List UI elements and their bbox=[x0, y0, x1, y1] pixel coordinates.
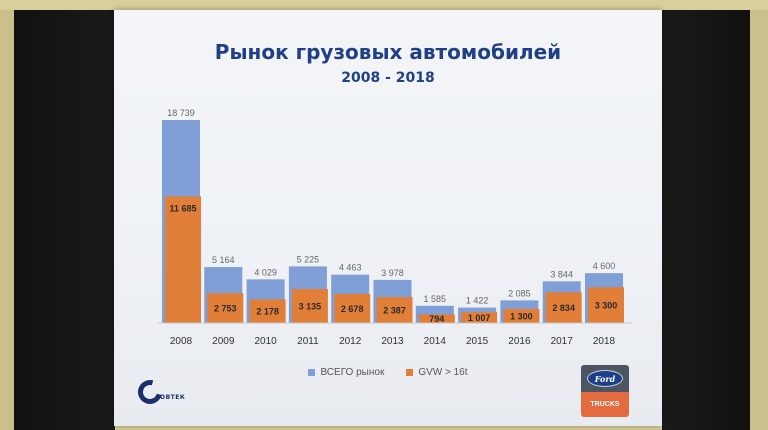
data-label-total-2008: 18 739 bbox=[167, 108, 195, 118]
data-label-gvw-2017: 2 834 bbox=[552, 303, 575, 313]
legend-swatch-total bbox=[308, 369, 316, 376]
legend-label-total: ВСЕГО рынок bbox=[320, 367, 385, 378]
logo-mark-icon bbox=[133, 375, 167, 409]
data-label-total-2017: 3 844 bbox=[550, 269, 573, 279]
data-label-total-2015: 1 422 bbox=[466, 296, 489, 306]
bar-gvw-2008 bbox=[165, 196, 201, 323]
data-label-gvw-2009: 2 753 bbox=[214, 304, 237, 314]
slide-subtitle: 2008 - 2018 bbox=[341, 70, 435, 86]
bar-gvw-2009 bbox=[207, 293, 244, 323]
bar-gvw-2016 bbox=[503, 308, 540, 323]
data-label-gvw-2015: 1 007 bbox=[468, 313, 491, 323]
data-label-total-2016: 2 085 bbox=[508, 288, 531, 298]
screen-frame-left bbox=[0, 0, 115, 430]
presentation-slide: Рынок грузовых автомобилей 2008 - 2018 1… bbox=[114, 10, 662, 426]
bar-gvw-2017 bbox=[545, 292, 582, 323]
data-label-gvw-2011: 3 135 bbox=[299, 302, 322, 312]
screen-frame-right bbox=[662, 0, 768, 430]
bar-gvw-2010 bbox=[249, 299, 286, 323]
data-label-gvw-2014: 794 bbox=[429, 314, 444, 324]
x-tick-label-2012: 2012 bbox=[339, 336, 362, 347]
x-tick-label-2014: 2014 bbox=[424, 336, 447, 347]
data-label-total-2012: 4 463 bbox=[339, 263, 362, 273]
bar-chart: 18 739 11 685 2008 5 164 2 753 2009 4 029 2 178… bbox=[158, 108, 632, 347]
data-label-total-2014: 1 585 bbox=[424, 294, 447, 304]
bar-gvw-2018 bbox=[588, 287, 624, 323]
company-logo-text: ОВТЕК bbox=[160, 394, 186, 401]
legend-swatch-gvw bbox=[406, 369, 414, 376]
x-tick-label-2017: 2017 bbox=[551, 336, 574, 347]
data-label-gvw-2010: 2 178 bbox=[256, 307, 279, 317]
x-tick-label-2018: 2018 bbox=[593, 336, 616, 347]
bar-gvw-2011 bbox=[291, 289, 328, 323]
data-label-total-2018: 4 600 bbox=[593, 261, 616, 271]
x-tick-label-2009: 2009 bbox=[212, 336, 235, 347]
x-tick-label-2008: 2008 bbox=[170, 336, 193, 347]
ford-oval-icon: Ford bbox=[587, 370, 623, 387]
x-tick-label-2013: 2013 bbox=[381, 336, 404, 347]
bar-gvw-2015 bbox=[461, 312, 498, 323]
chart-legend: ВСЕГО рынок GVW > 16t bbox=[114, 367, 662, 378]
company-logo: ОВТЕК bbox=[133, 375, 206, 414]
data-label-total-2010: 4 029 bbox=[254, 267, 277, 277]
data-label-total-2009: 5 164 bbox=[212, 255, 235, 265]
data-label-gvw-2008: 11 685 bbox=[169, 203, 196, 213]
ford-trucks-logo: Ford TRUCKS bbox=[581, 365, 629, 417]
data-label-gvw-2018: 3 300 bbox=[595, 301, 618, 311]
legend-label-gvw: GVW > 16t bbox=[418, 367, 468, 378]
legend-item-total: ВСЕГО рынок bbox=[308, 367, 384, 378]
x-tick-label-2015: 2015 bbox=[466, 336, 489, 347]
x-tick-label-2010: 2010 bbox=[254, 336, 277, 347]
data-label-gvw-2013: 2 387 bbox=[383, 306, 406, 316]
data-label-gvw-2012: 2 678 bbox=[341, 304, 364, 314]
data-label-total-2011: 5 225 bbox=[297, 254, 320, 264]
slide-title: Рынок грузовых автомобилей bbox=[214, 40, 562, 64]
trucks-caption: TRUCKS bbox=[581, 392, 629, 417]
x-tick-label-2016: 2016 bbox=[508, 336, 531, 347]
legend-item-gvw: GVW > 16t bbox=[406, 367, 468, 378]
screen-frame-top bbox=[0, 0, 768, 10]
x-tick-label-2011: 2011 bbox=[297, 336, 319, 347]
data-label-total-2013: 3 978 bbox=[381, 268, 404, 278]
bar-gvw-2012 bbox=[334, 293, 371, 323]
bar-gvw-2013 bbox=[376, 297, 413, 323]
data-label-gvw-2016: 1 300 bbox=[510, 311, 533, 321]
bar-gvw-2014 bbox=[418, 314, 455, 323]
